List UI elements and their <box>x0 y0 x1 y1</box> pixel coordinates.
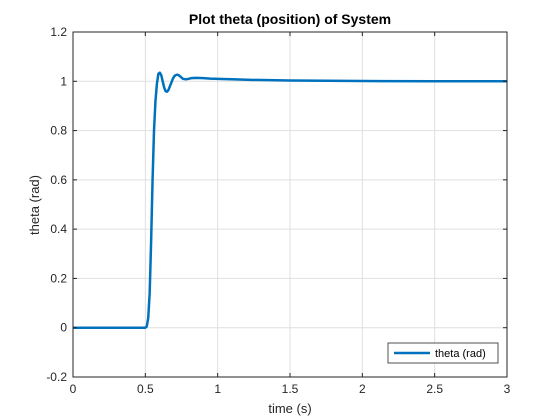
y-tick-label: 0.4 <box>50 222 67 236</box>
x-tick-label: 2.5 <box>426 382 443 396</box>
y-tick-label: 1 <box>60 74 67 88</box>
x-tick-label: 1.5 <box>282 382 299 396</box>
y-tick-label: 0.6 <box>50 173 67 187</box>
series-layer <box>73 71 507 329</box>
y-axis-label: theta (rad) <box>27 175 42 235</box>
ticks-layer: 0 0.5 1 1.5 2 2.5 3-0.200.20.40.60.811.2 <box>46 25 510 396</box>
y-tick-label: -0.2 <box>46 370 67 384</box>
x-tick-label: 3 <box>504 382 511 396</box>
chart-title: Plot theta (position) of System <box>189 11 391 27</box>
y-tick-label: 1.2 <box>50 25 67 39</box>
y-tick-label: 0.2 <box>50 271 67 285</box>
x-axis-label: time (s) <box>268 401 311 416</box>
x-tick-label: 0 <box>70 382 77 396</box>
series-line <box>73 71 507 329</box>
x-tick-label: 1 <box>214 382 221 396</box>
x-tick-label: 2 <box>359 382 366 396</box>
legend-label: theta (rad) <box>435 348 486 360</box>
legend: theta (rad) <box>387 342 499 364</box>
x-tick-label: 0.5 <box>137 382 154 396</box>
y-tick-label: 0.8 <box>50 124 67 138</box>
y-tick-label: 0 <box>60 321 67 335</box>
legend-box <box>387 342 499 364</box>
